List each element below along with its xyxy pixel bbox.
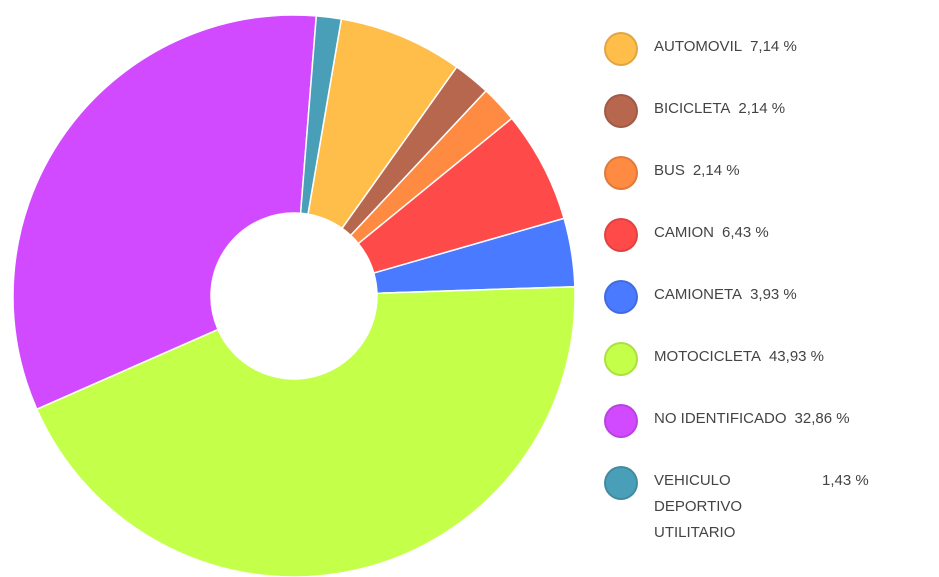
slice	[12, 14, 318, 411]
legend-swatch	[604, 32, 638, 66]
legend-item: VEHICULO DEPORTIVO UTILITARIO 1,43 %	[604, 466, 869, 546]
slice	[299, 15, 343, 216]
legend-item: NO IDENTIFICADO 32,86 %	[604, 404, 850, 438]
donut	[12, 14, 576, 577]
legend-swatch	[604, 466, 638, 500]
legend-label: BICICLETA	[654, 100, 731, 117]
legend-swatch	[604, 280, 638, 314]
legend-label: CAMIONETA	[654, 286, 743, 303]
legend-swatch	[604, 156, 638, 190]
legend-label: CAMION	[654, 224, 714, 241]
legend-label: BUS	[654, 162, 685, 179]
legend-item: CAMION 6,43 %	[604, 218, 769, 252]
legend-value: 2,14 %	[738, 100, 786, 117]
legend-item: BUS 2,14 %	[604, 156, 740, 190]
legend-item: MOTOCICLETA 43,93 %	[604, 342, 824, 376]
slice	[307, 18, 458, 230]
legend-item: AUTOMOVIL 7,14 %	[604, 32, 797, 66]
legend-item: CAMIONETA 3,93 %	[604, 280, 797, 314]
legend-label: AUTOMOVIL	[654, 38, 743, 55]
legend-value: 3,93 %	[750, 286, 797, 303]
legend-item: BICICLETA 2,14 %	[604, 94, 785, 128]
slice	[35, 285, 576, 577]
legend-swatch	[604, 404, 638, 438]
legend-swatch	[604, 218, 638, 252]
legend-swatch	[604, 342, 638, 376]
legend-swatch	[604, 94, 638, 128]
legend-value: 32,86 %	[794, 410, 850, 427]
legend-label: VEHICULO DEPORTIVO UTILITARIO	[654, 472, 743, 541]
legend-value: 2,14 %	[692, 162, 740, 179]
legend-label: NO IDENTIFICADO	[654, 410, 787, 427]
legend-value: 1,43 %	[822, 472, 869, 489]
legend-label: MOTOCICLETA	[654, 348, 761, 365]
legend-value: 43,93 %	[768, 348, 825, 365]
legend-value: 7,14 %	[750, 38, 797, 55]
legend-value: 6,43 %	[722, 224, 769, 241]
